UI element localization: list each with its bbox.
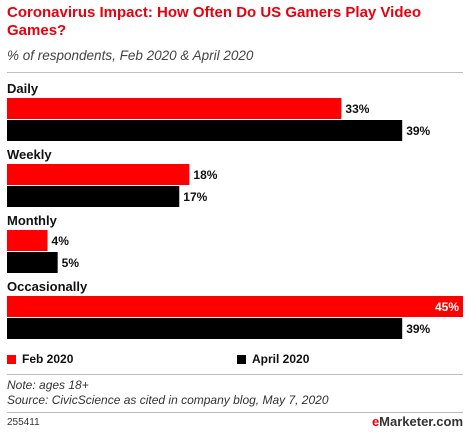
value-label-monthly-apr: 5% bbox=[62, 256, 80, 270]
bar-chart: Daily 33% 39% Weekly 18% 17% Monthly 4% 5% Occasi… bbox=[7, 81, 463, 339]
value-label-weekly-feb: 18% bbox=[193, 168, 217, 182]
emarketer-logo: eMarketer.com bbox=[372, 414, 463, 429]
legend-swatch-apr bbox=[237, 355, 246, 364]
logo-name: Marketer bbox=[379, 414, 433, 429]
legend-label-feb: Feb 2020 bbox=[22, 352, 74, 366]
legend-item-feb: Feb 2020 bbox=[7, 352, 73, 366]
legend-label-apr: April 2020 bbox=[252, 352, 310, 366]
bar-daily-apr bbox=[7, 120, 403, 141]
value-label-monthly-feb: 4% bbox=[52, 234, 70, 248]
bar-monthly-apr bbox=[7, 252, 58, 273]
footnote: Note: ages 18+ bbox=[7, 378, 89, 392]
legend-swatch-feb bbox=[7, 355, 16, 364]
bar-weekly-feb bbox=[7, 164, 190, 185]
category-label-daily: Daily bbox=[7, 81, 39, 96]
legend-item-apr: April 2020 bbox=[237, 352, 309, 366]
value-label-daily-feb: 33% bbox=[345, 102, 369, 116]
logo-prefix: e bbox=[371, 414, 380, 429]
category-label-weekly: Weekly bbox=[7, 147, 52, 162]
value-label-weekly-apr: 17% bbox=[183, 190, 207, 204]
bar-occasionally-apr bbox=[7, 318, 403, 339]
bottom-divider bbox=[7, 374, 463, 375]
bar-weekly-apr bbox=[7, 186, 180, 207]
source-note: Source: CivicScience as cited in company… bbox=[7, 393, 329, 407]
top-divider bbox=[7, 72, 463, 73]
logo-suffix: .com bbox=[432, 414, 463, 429]
category-label-monthly: Monthly bbox=[7, 213, 58, 228]
category-label-occasionally: Occasionally bbox=[7, 279, 88, 294]
bar-occasionally-feb bbox=[7, 296, 463, 317]
footer-divider bbox=[7, 412, 463, 413]
chart-subtitle: % of respondents, Feb 2020 & April 2020 bbox=[7, 48, 254, 63]
chart-title: Coronavirus Impact: How Often Do US Game… bbox=[7, 4, 421, 39]
chart-id: 255411 bbox=[7, 417, 40, 428]
bar-monthly-feb bbox=[7, 230, 48, 251]
value-label-daily-apr: 39% bbox=[406, 124, 430, 138]
value-label-occasionally-feb: 45% bbox=[435, 300, 459, 314]
bar-daily-feb bbox=[7, 98, 342, 119]
value-label-occasionally-apr: 39% bbox=[406, 322, 430, 336]
